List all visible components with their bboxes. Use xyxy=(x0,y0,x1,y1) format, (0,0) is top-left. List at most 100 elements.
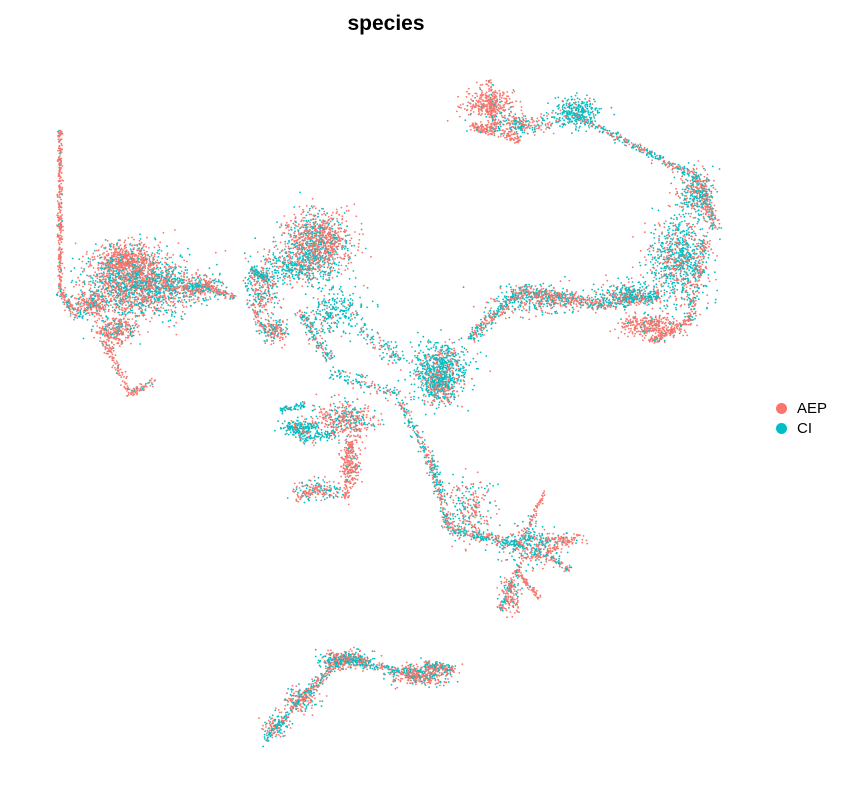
point-aep xyxy=(502,551,505,553)
point-ci xyxy=(463,354,465,356)
point-aep xyxy=(474,92,477,95)
point-aep xyxy=(314,408,316,411)
point-ci xyxy=(497,295,500,298)
point-ci xyxy=(409,426,411,429)
point-aep xyxy=(122,249,124,252)
point-ci xyxy=(516,577,519,579)
point-ci xyxy=(686,291,689,294)
point-aep xyxy=(458,537,460,540)
point-aep xyxy=(565,306,568,308)
point-ci xyxy=(417,386,420,389)
point-aep xyxy=(321,213,323,216)
point-ci xyxy=(390,683,393,686)
point-ci xyxy=(694,245,696,248)
point-aep xyxy=(408,412,410,414)
point-aep xyxy=(331,352,333,355)
point-ci xyxy=(403,357,405,360)
point-ci xyxy=(171,261,174,264)
point-ci xyxy=(652,279,655,282)
point-aep xyxy=(481,497,483,500)
point-aep xyxy=(127,321,129,324)
point-ci xyxy=(363,383,366,386)
point-aep xyxy=(322,416,325,419)
point-ci xyxy=(683,190,686,193)
point-ci xyxy=(264,721,266,724)
point-ci xyxy=(284,433,287,436)
point-ci xyxy=(540,561,543,564)
point-aep xyxy=(104,311,106,313)
point-ci xyxy=(406,359,408,362)
point-ci xyxy=(561,113,564,116)
point-ci xyxy=(660,270,663,273)
point-ci xyxy=(180,315,183,318)
point-ci xyxy=(332,423,335,426)
point-aep xyxy=(533,134,536,136)
point-aep xyxy=(535,522,537,525)
point-aep xyxy=(325,652,328,655)
point-ci xyxy=(469,504,472,507)
point-aep xyxy=(509,611,512,613)
point-ci xyxy=(642,276,645,279)
point-ci xyxy=(701,291,704,294)
point-aep xyxy=(336,232,338,235)
point-aep xyxy=(443,526,446,528)
point-aep xyxy=(330,649,332,652)
point-ci xyxy=(283,730,286,733)
point-aep xyxy=(499,313,502,316)
point-aep xyxy=(257,315,259,318)
point-ci xyxy=(594,109,597,111)
point-aep xyxy=(535,302,538,305)
point-ci xyxy=(683,165,686,168)
point-aep xyxy=(522,305,525,308)
point-ci xyxy=(311,680,314,683)
point-ci xyxy=(546,117,549,120)
point-ci xyxy=(313,679,316,682)
point-aep xyxy=(387,363,390,366)
point-ci xyxy=(543,114,545,117)
point-aep xyxy=(648,340,651,343)
point-ci xyxy=(135,320,137,322)
point-ci xyxy=(594,127,597,130)
point-ci xyxy=(302,234,305,236)
point-aep xyxy=(131,318,134,320)
point-aep xyxy=(312,485,315,487)
point-aep xyxy=(320,327,323,330)
point-ci xyxy=(260,302,262,305)
point-ci xyxy=(528,302,531,305)
point-ci xyxy=(322,328,324,331)
point-aep xyxy=(655,286,658,289)
point-aep xyxy=(97,249,100,252)
point-aep xyxy=(174,263,177,266)
point-ci xyxy=(273,306,276,309)
point-aep xyxy=(543,563,546,566)
point-ci xyxy=(157,255,160,258)
point-aep xyxy=(643,146,646,149)
point-ci xyxy=(697,209,699,212)
point-aep xyxy=(321,337,323,340)
point-aep xyxy=(409,414,411,417)
point-ci xyxy=(511,301,514,304)
point-ci xyxy=(260,286,263,288)
point-ci xyxy=(272,253,275,256)
point-ci xyxy=(575,129,577,131)
point-ci xyxy=(444,678,447,680)
point-ci xyxy=(617,277,620,280)
point-ci xyxy=(434,342,437,344)
point-aep xyxy=(301,706,304,709)
point-aep xyxy=(331,245,334,248)
point-aep xyxy=(455,485,458,487)
point-ci xyxy=(285,432,288,435)
point-ci xyxy=(688,269,690,271)
point-aep xyxy=(195,278,198,281)
point-aep xyxy=(490,81,492,84)
point-ci xyxy=(524,115,527,117)
point-aep xyxy=(680,215,682,218)
point-ci xyxy=(466,104,469,107)
point-ci xyxy=(561,566,563,569)
point-aep xyxy=(314,218,317,221)
point-ci xyxy=(343,297,346,300)
point-ci xyxy=(416,368,418,370)
point-aep xyxy=(533,124,536,127)
point-aep xyxy=(672,317,675,320)
